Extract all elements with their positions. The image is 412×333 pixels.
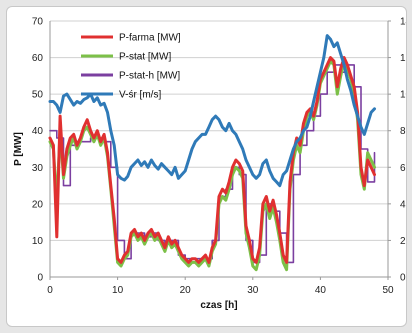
x-tick-label: 10 — [112, 285, 124, 296]
series-line-v-r-m-s — [48, 34, 376, 188]
y2-tick-label: 6 — [400, 163, 406, 174]
y-axis-ticks: 0 10 20 30 40 50 60 70 — [32, 17, 44, 284]
axes — [49, 21, 389, 278]
x-tick-label: 0 — [47, 285, 53, 296]
x-tick-label: 30 — [247, 285, 259, 296]
y-tick-label: 70 — [32, 17, 44, 28]
y-tick-label: 60 — [32, 53, 44, 64]
y2-tick-label: 12 — [400, 53, 406, 64]
y2-axis-ticks: 0 2 4 6 8 10 12 14 — [388, 17, 406, 284]
y2-tick-label: 8 — [400, 126, 406, 137]
y2-tick-label: 10 — [400, 90, 406, 101]
y-tick-label: 20 — [32, 199, 44, 210]
y2-tick-label: 0 — [400, 273, 406, 284]
y2-tick-label: 4 — [400, 199, 406, 210]
y2-tick-label: 14 — [400, 17, 406, 28]
legend-label-p-farma-mw: P-farma [MW] — [119, 33, 181, 44]
x-axis-ticks: 0 10 20 30 40 50 — [47, 277, 394, 296]
y2-tick-label: 2 — [400, 236, 406, 247]
x-tick-label: 50 — [382, 285, 394, 296]
y-axis-label: P [MW] — [13, 132, 24, 166]
series-lines — [48, 34, 376, 272]
legend-label-p-stat-h-mw: P-stat-h [MW] — [119, 71, 180, 82]
x-axis-label: czas [h] — [200, 300, 237, 311]
series-line-p-stat-mw — [48, 59, 376, 272]
x-tick-label: 20 — [180, 285, 192, 296]
y-tick-label: 10 — [32, 236, 44, 247]
legend-label-v-r-m-s: V-śr [m/s] — [119, 90, 161, 101]
y-tick-label: 50 — [32, 90, 44, 101]
y-tick-label: 0 — [37, 273, 43, 284]
x-tick-label: 40 — [315, 285, 327, 296]
legend-label-p-stat-mw: P-stat [MW] — [119, 52, 171, 63]
series-line-p-farma-mw — [48, 56, 376, 264]
y-tick-label: 40 — [32, 126, 44, 137]
y-tick-label: 30 — [32, 163, 44, 174]
legend: P-farma [MW] P-stat [MW] P-stat-h [MW] V-śr… — [81, 33, 181, 101]
